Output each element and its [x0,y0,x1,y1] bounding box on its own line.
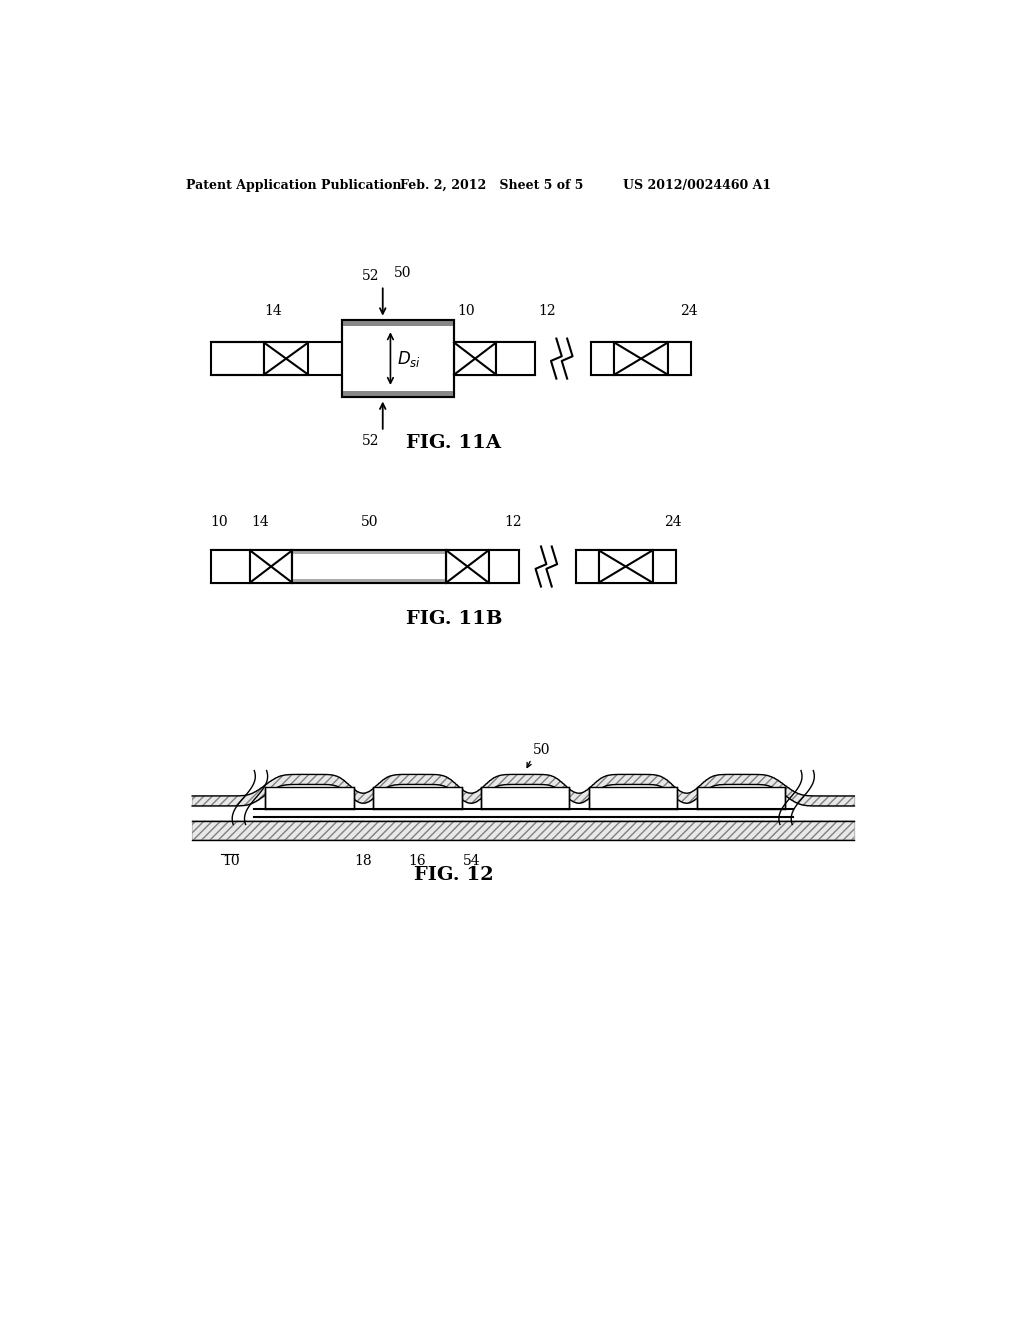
Bar [446,550,488,582]
Bar [264,342,308,375]
Bar [211,550,250,582]
Text: FIG. 12: FIG. 12 [414,866,494,883]
Bar [589,788,677,809]
Text: 14: 14 [251,515,268,529]
Text: FIG. 11B: FIG. 11B [406,610,502,628]
Bar [265,788,354,809]
Text: 54: 54 [463,854,480,867]
Text: FIG. 11A: FIG. 11A [407,434,502,453]
Text: 16: 16 [409,854,426,867]
Text: 10: 10 [458,304,475,318]
Bar [373,788,462,809]
Bar [696,788,785,809]
Text: $D_{si}$: $D_{si}$ [396,348,421,368]
Bar [292,550,446,554]
Bar [250,550,292,582]
Text: Feb. 2, 2012   Sheet 5 of 5: Feb. 2, 2012 Sheet 5 of 5 [400,178,584,191]
Text: 52: 52 [362,434,380,447]
Text: 18: 18 [354,854,373,867]
Text: US 2012/0024460 A1: US 2012/0024460 A1 [624,178,771,191]
Bar [292,550,446,582]
Bar [292,550,446,582]
Text: 12: 12 [504,515,521,529]
Text: 12: 12 [539,304,556,318]
Bar [342,391,454,397]
Text: 50: 50 [394,267,412,280]
Text: 14: 14 [264,304,282,318]
Bar [575,550,599,582]
Text: 10: 10 [210,515,228,529]
Bar [342,321,454,397]
Bar [591,342,614,375]
Bar [599,550,652,582]
Bar [342,321,454,326]
Bar [292,578,446,582]
Text: Patent Application Publication: Patent Application Publication [186,178,401,191]
Bar [211,342,264,375]
Bar [497,342,535,375]
Text: 24: 24 [680,304,697,318]
Text: 50: 50 [360,515,378,529]
Bar [342,321,454,397]
Bar [454,342,497,375]
Text: 50: 50 [532,743,550,758]
Text: 10: 10 [222,854,240,867]
Bar [614,342,668,375]
Bar [488,550,519,582]
Bar [652,550,676,582]
Text: 24: 24 [665,515,682,529]
Bar [668,342,691,375]
Text: 52: 52 [362,269,380,284]
Bar [481,788,569,809]
